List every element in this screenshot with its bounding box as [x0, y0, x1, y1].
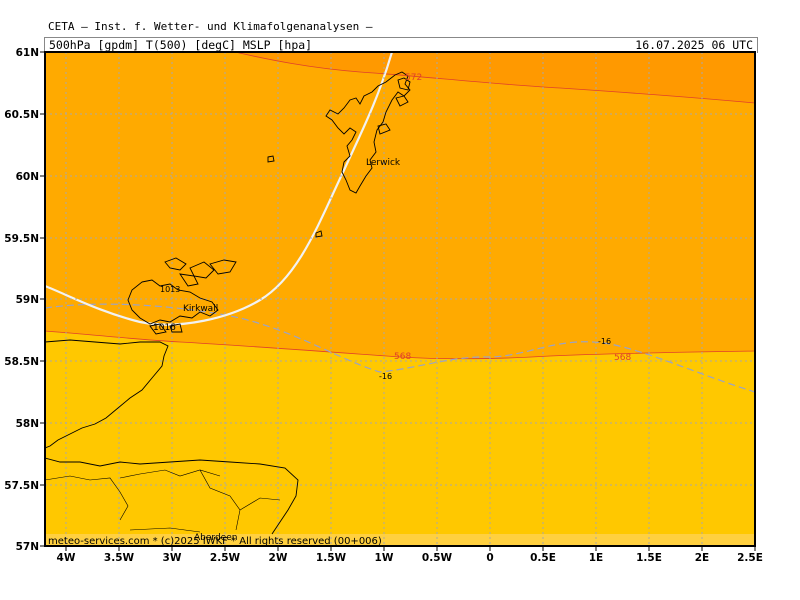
lon-label: 1E [589, 552, 603, 564]
place-label-lerwick: Lerwick [366, 158, 401, 168]
lat-label: 57N [16, 541, 39, 553]
lon-label: 4W [57, 552, 76, 564]
scotland-coastline [45, 339, 299, 535]
geopotential-label: 572 [405, 73, 422, 83]
orkney-south-isles [149, 323, 183, 335]
fair-isle [315, 230, 323, 238]
lon-label: 1W [375, 552, 394, 564]
orkney-coastline [127, 279, 219, 325]
pressure-1016-line [45, 52, 394, 326]
lon-label: 2W [269, 552, 288, 564]
pressure-label: 1016 [153, 323, 176, 333]
lat-label: 60.5N [4, 109, 39, 121]
lon-label: 0.5E [530, 552, 556, 564]
map-plot-area [45, 52, 755, 546]
scotland-council-boundaries [45, 469, 281, 533]
coastlines [45, 71, 411, 535]
axis-ticks [40, 51, 756, 551]
lat-label: 58N [16, 418, 39, 430]
lat-label: 60N [16, 171, 39, 183]
pressure-label: 1013 [160, 285, 180, 294]
geopotential-572-line [234, 52, 755, 104]
band-high [235, 52, 755, 103]
geopotential-label: 568 [394, 352, 411, 362]
shetland-coastline [325, 71, 411, 194]
source-title: CETA — Inst. f. Wetter- und Klimafolgena… [48, 20, 373, 33]
temperature-minus16-line [45, 303, 755, 393]
field-description: 500hPa [gpdm] T(500) [degC] MSLP [hpa] [49, 38, 313, 52]
footer-credit: meteo-services.com * (c)2025 IWKF * All … [48, 536, 382, 547]
lat-label: 59N [16, 294, 39, 306]
lat-label: 58.5N [4, 356, 39, 368]
valid-datetime: 16.07.2025 06 UTC [635, 38, 753, 52]
geopotential-label: 568 [614, 353, 631, 363]
band-mid [45, 52, 755, 359]
contour-labels: 568 568 572 -16 -16 1016 1013 [153, 73, 631, 381]
lon-label: 2.5E [737, 552, 763, 564]
shetland-north-isle [397, 77, 411, 91]
temperature-label: -16 [379, 372, 392, 381]
map-header-bar: 500hPa [gpdm] T(500) [degC] MSLP [hpa] 1… [44, 37, 758, 53]
longitude-labels: 4W 3.5W 3W 2.5W 2W 1.5W 1W 0.5W 0 0.5E 1… [57, 552, 763, 564]
place-label-kirkwall: Kirkwall [183, 304, 218, 314]
lon-label: 2.5W [210, 552, 241, 564]
lon-label: 2E [695, 552, 709, 564]
lon-label: 3W [163, 552, 182, 564]
lon-label: 0 [486, 552, 493, 564]
map-grid [45, 52, 755, 546]
shetland-small-isle [377, 123, 391, 135]
lat-label: 57.5N [4, 480, 39, 492]
place-label-aberdeen: Aberdeen [194, 533, 237, 543]
lon-label: 1.5E [636, 552, 662, 564]
place-labels: Lerwick Kirkwall Aberdeen [183, 158, 401, 543]
footer-strip [45, 534, 755, 546]
foula-island [267, 155, 275, 163]
temperature-label: -16 [598, 337, 611, 346]
lon-label: 3.5W [104, 552, 135, 564]
lon-label: 0.5W [422, 552, 453, 564]
latitude-labels: 61N 60.5N 60N 59.5N 59N 58.5N 58N 57.5N … [4, 47, 39, 553]
orkney-north-isles [164, 257, 237, 287]
lon-label: 1.5W [316, 552, 347, 564]
shetland-east-isle [395, 95, 409, 107]
geopotential-568-line [45, 330, 755, 360]
lat-label: 61N [16, 47, 39, 59]
lat-label: 59.5N [4, 233, 39, 245]
